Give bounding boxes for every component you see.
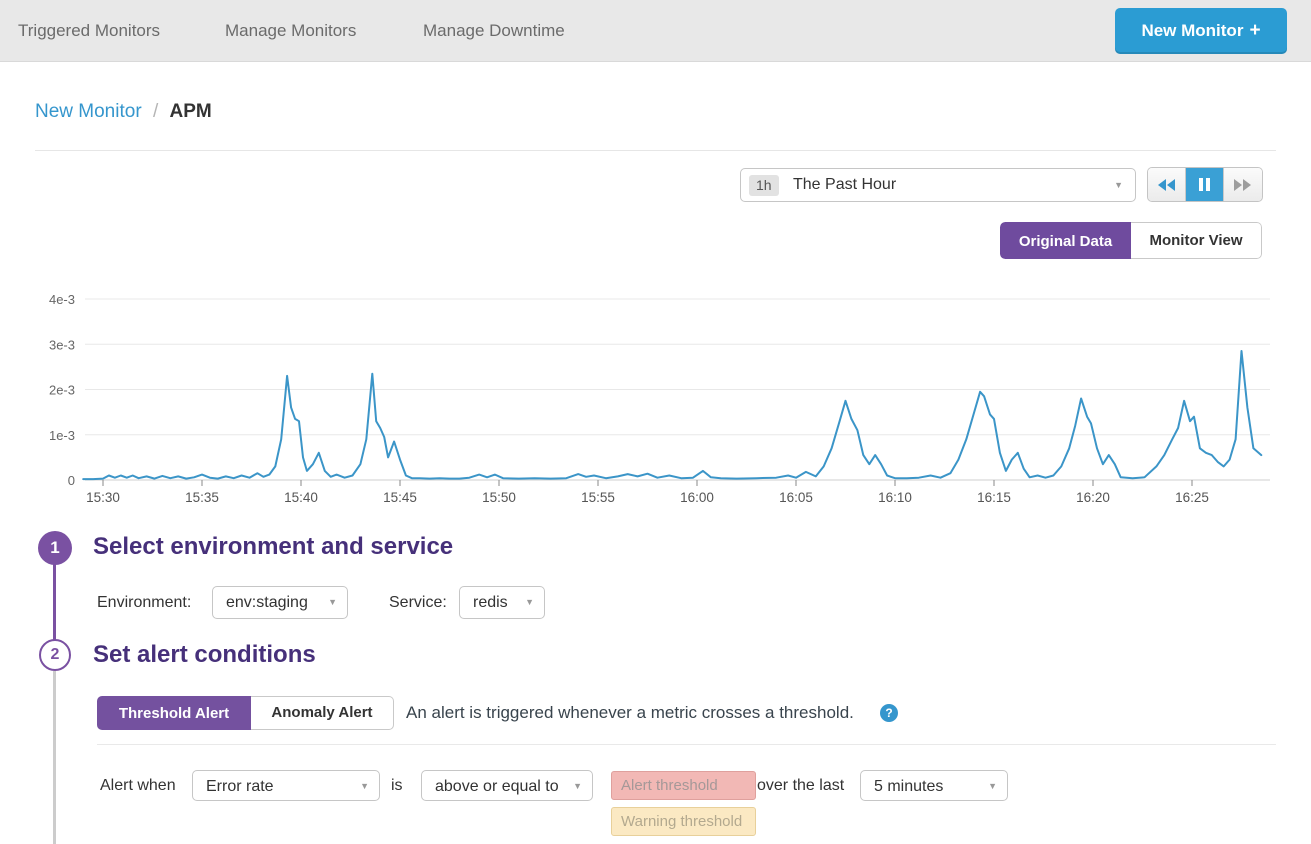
service-value: redis <box>473 587 508 618</box>
new-monitor-label: New Monitor <box>1141 21 1243 40</box>
chevron-down-icon: ▼ <box>573 771 582 802</box>
is-label: is <box>391 770 403 801</box>
breadcrumb-separator: / <box>153 101 158 122</box>
svg-text:15:35: 15:35 <box>185 490 219 505</box>
service-select[interactable]: redis ▼ <box>459 586 545 619</box>
environment-select[interactable]: env:staging ▼ <box>212 586 348 619</box>
chevron-down-icon: ▼ <box>328 587 337 618</box>
svg-text:16:10: 16:10 <box>878 490 912 505</box>
error-rate-chart: 0 1e-3 2e-3 3e-3 4e-3 15:30 15:35 15:40 15:45 15:… <box>35 288 1276 510</box>
divider <box>97 744 1276 745</box>
metric-select[interactable]: Error rate ▼ <box>192 770 380 801</box>
svg-text:16:15: 16:15 <box>977 490 1011 505</box>
chevron-down-icon: ▼ <box>525 587 534 618</box>
svg-text:16:20: 16:20 <box>1076 490 1110 505</box>
service-label: Service: <box>389 586 447 619</box>
step-connector-purple <box>53 564 56 641</box>
divider <box>35 150 1276 151</box>
svg-text:16:05: 16:05 <box>779 490 813 505</box>
svg-text:15:45: 15:45 <box>383 490 417 505</box>
svg-text:0: 0 <box>68 473 75 488</box>
step-2-title: Set alert conditions <box>93 641 316 669</box>
time-window-select[interactable]: 5 minutes ▼ <box>860 770 1008 801</box>
rewind-button[interactable] <box>1148 168 1186 201</box>
plus-icon: + <box>1249 20 1260 41</box>
svg-text:3e-3: 3e-3 <box>49 337 75 352</box>
original-data-toggle[interactable]: Original Data <box>1000 222 1131 259</box>
svg-text:16:25: 16:25 <box>1175 490 1209 505</box>
nav-item-triggered-monitors[interactable]: Triggered Monitors <box>18 0 160 62</box>
breadcrumb-new-monitor-link[interactable]: New Monitor <box>35 101 142 122</box>
svg-text:15:40: 15:40 <box>284 490 318 505</box>
tab-threshold-alert[interactable]: Threshold Alert <box>97 696 251 730</box>
page: Triggered Monitors Manage Monitors Manag… <box>0 0 1311 844</box>
threshold-description: An alert is triggered whenever a metric … <box>406 696 854 730</box>
svg-text:4e-3: 4e-3 <box>49 292 75 307</box>
playback-controls <box>1147 167 1263 202</box>
step-connector-gray <box>53 671 56 844</box>
chevron-down-icon: ▼ <box>988 771 997 802</box>
time-range-label: The Past Hour <box>793 169 896 201</box>
comparison-select[interactable]: above or equal to ▼ <box>421 770 593 801</box>
over-the-last-label: over the last <box>757 770 844 801</box>
chevron-down-icon: ▼ <box>360 771 369 802</box>
breadcrumb: New Monitor / APM <box>35 101 212 123</box>
alert-type-tabs: Threshold Alert Anomaly Alert <box>97 696 394 730</box>
warning-threshold-input[interactable] <box>611 807 756 836</box>
metric-value: Error rate <box>206 771 274 802</box>
step-2-badge: 2 <box>39 639 71 671</box>
alert-when-label: Alert when <box>100 770 176 801</box>
svg-text:15:30: 15:30 <box>86 490 120 505</box>
monitor-view-toggle[interactable]: Monitor View <box>1131 222 1262 259</box>
help-icon[interactable]: ? <box>880 704 898 722</box>
rewind-icon <box>1158 179 1176 191</box>
environment-value: env:staging <box>226 587 308 618</box>
svg-text:15:55: 15:55 <box>581 490 615 505</box>
nav-item-manage-downtime[interactable]: Manage Downtime <box>423 0 565 62</box>
comparison-value: above or equal to <box>435 771 559 802</box>
error-rate-chart-svg: 0 1e-3 2e-3 3e-3 4e-3 15:30 15:35 15:40 15:45 15:… <box>35 288 1276 510</box>
time-range-select[interactable]: 1h The Past Hour ▼ <box>740 168 1136 202</box>
time-window-value: 5 minutes <box>874 771 943 802</box>
view-toggle: Original Data Monitor View <box>1000 222 1262 259</box>
environment-label: Environment: <box>97 586 191 619</box>
chevron-down-icon: ▼ <box>1114 169 1123 201</box>
svg-text:2e-3: 2e-3 <box>49 383 75 398</box>
nav-item-manage-monitors[interactable]: Manage Monitors <box>225 0 356 62</box>
step-1-title: Select environment and service <box>93 533 453 561</box>
time-range-badge: 1h <box>749 175 779 196</box>
pause-button[interactable] <box>1186 168 1224 201</box>
page-title: APM <box>170 101 212 122</box>
fast-forward-icon <box>1234 179 1252 191</box>
alert-threshold-input[interactable] <box>611 771 756 800</box>
step-1-badge: 1 <box>38 531 72 565</box>
svg-text:15:50: 15:50 <box>482 490 516 505</box>
svg-text:1e-3: 1e-3 <box>49 428 75 443</box>
svg-text:16:00: 16:00 <box>680 490 714 505</box>
new-monitor-button[interactable]: New Monitor + <box>1115 8 1287 54</box>
pause-icon <box>1199 178 1211 191</box>
tab-anomaly-alert[interactable]: Anomaly Alert <box>251 696 394 730</box>
fast-forward-button[interactable] <box>1224 168 1262 201</box>
